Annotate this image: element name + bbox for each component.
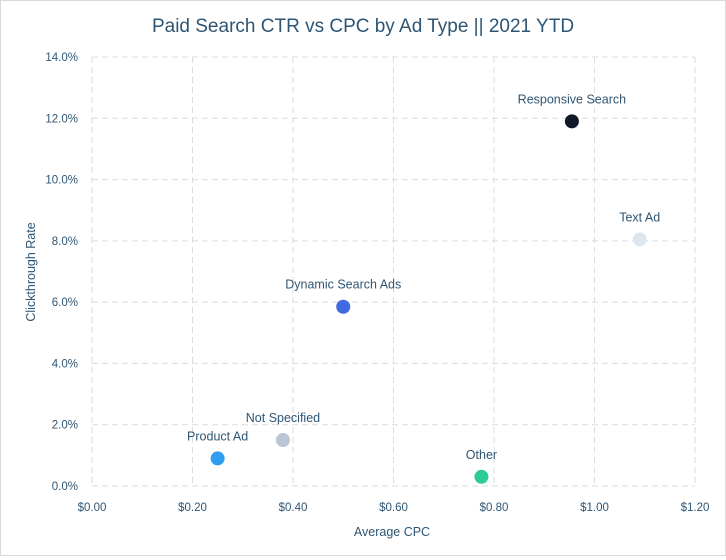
grid-lines (91, 56, 696, 487)
data-point (210, 451, 225, 466)
x-tick-label: $0.40 (279, 502, 308, 514)
data-point (474, 469, 489, 484)
chart-title: Paid Search CTR vs CPC by Ad Type || 202… (152, 16, 574, 37)
data-point-label: Not Specified (246, 411, 320, 425)
x-tick-label: $1.20 (681, 502, 710, 514)
data-point-label: Responsive Search (518, 92, 626, 106)
y-tick-label: 2.0% (52, 420, 78, 432)
data-point (275, 433, 290, 448)
data-point (632, 232, 647, 247)
y-axis-title: Clickthrough Rate (24, 222, 38, 321)
y-tick-label: 4.0% (52, 358, 78, 370)
x-tick-label: $0.60 (379, 502, 408, 514)
x-axis-ticks: $0.00 $0.20 $0.40 $0.60 $0.80 $1.00 $1.20 (78, 502, 710, 514)
x-tick-label: $0.00 (78, 502, 107, 514)
data-point (336, 299, 351, 314)
data-point-label: Dynamic Search Ads (285, 278, 401, 292)
data-point-label: Other (466, 448, 497, 462)
y-tick-label: 8.0% (52, 236, 78, 248)
data-point (564, 114, 579, 129)
x-axis-title: Average CPC (354, 525, 430, 539)
data-point-label: Product Ad (187, 429, 248, 443)
x-tick-label: $0.80 (480, 502, 509, 514)
y-tick-label: 12.0% (45, 113, 78, 125)
y-tick-label: 6.0% (52, 297, 78, 309)
data-point-label: Text Ad (619, 210, 660, 224)
x-tick-label: $0.20 (178, 502, 207, 514)
y-tick-label: 10.0% (45, 175, 78, 187)
data-points: Responsive Search Text Ad Dynamic Search A… (187, 92, 660, 484)
y-tick-label: 14.0% (45, 52, 78, 64)
y-axis-ticks: 0.0% 2.0% 4.0% 6.0% 8.0% 10.0% 12.0% 14.0% (45, 52, 78, 493)
y-tick-label: 0.0% (52, 481, 78, 493)
x-tick-label: $1.00 (580, 502, 609, 514)
